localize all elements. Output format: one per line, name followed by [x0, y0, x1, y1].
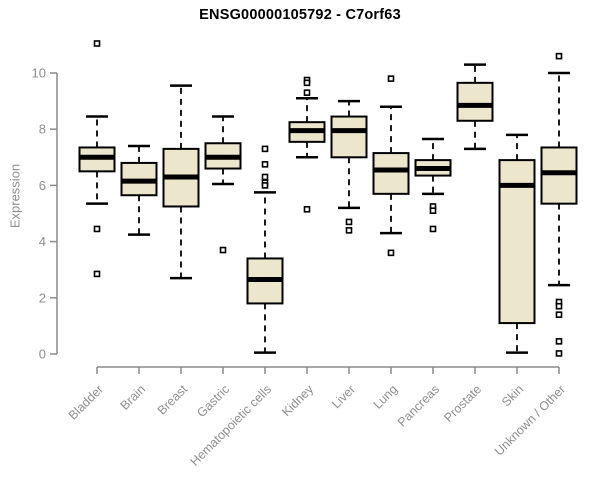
boxplot-breast: [162, 84, 200, 280]
boxplot-bladder: [78, 40, 116, 278]
x-tick-label-brain: Brain: [118, 382, 149, 413]
x-tick-label-skin: Skin: [499, 382, 526, 409]
outlier-point: [93, 225, 101, 233]
chart-title: ENSG00000105792 - C7orf63: [199, 7, 401, 23]
outlier-point: [345, 218, 353, 226]
boxplot-pancreas: [414, 137, 452, 233]
outlier-point: [261, 173, 269, 181]
outlier-point: [261, 182, 269, 189]
x-tick-label-prostate: Prostate: [441, 382, 484, 425]
x-tick-label-liver: Liver: [329, 382, 358, 411]
boxplot-unknown-other: [540, 52, 578, 357]
boxplot-lung: [372, 75, 410, 257]
outlier-point: [261, 145, 269, 153]
iqr-box: [540, 146, 578, 205]
y-tick-label: 0: [39, 347, 46, 362]
boxplot-hematopoietic-cells: [246, 145, 284, 354]
iqr-box: [456, 81, 494, 122]
outlier-point: [555, 311, 563, 318]
x-tick-label-gastric: Gastric: [194, 382, 232, 420]
y-tick-label: 8: [39, 122, 46, 137]
boxplot-prostate: [456, 63, 494, 151]
outlier-point: [219, 246, 227, 254]
x-tick-label-pancreas: Pancreas: [395, 382, 442, 429]
boxplot-skin: [498, 133, 536, 354]
outlier-point: [555, 52, 563, 60]
iqr-box: [372, 152, 410, 195]
x-tick-label-unknown-other: Unknown / Other: [492, 382, 568, 458]
outlier-point: [387, 75, 395, 82]
x-tick-label-breast: Breast: [155, 382, 191, 418]
x-tick-label-lung: Lung: [371, 382, 401, 412]
y-tick-label: 4: [39, 234, 46, 249]
boxplot-kidney: [288, 76, 326, 213]
outlier-point: [429, 225, 437, 233]
outlier-point: [555, 350, 563, 357]
outlier-point: [303, 205, 311, 213]
boxplot-gastric: [204, 115, 242, 254]
x-tick-label-kidney: Kidney: [279, 382, 316, 419]
y-tick-label: 6: [39, 178, 46, 193]
x-tick-label-hematopoietic-cells: Hematopoietic cells: [188, 382, 275, 469]
outlier-point: [387, 249, 395, 257]
outlier-point: [93, 40, 101, 47]
outlier-point: [303, 89, 311, 96]
outlier-point: [261, 161, 269, 168]
boxplot-brain: [120, 144, 158, 236]
boxplot-liver: [330, 99, 368, 234]
outlier-point: [93, 270, 101, 278]
outlier-point: [429, 207, 437, 214]
outlier-point: [555, 338, 563, 345]
outlier-point: [555, 302, 563, 310]
outlier-point: [303, 79, 311, 87]
y-axis: 0 2 4 6 8 10: [32, 66, 58, 362]
iqr-box: [330, 115, 368, 159]
y-tick-label: 2: [39, 290, 46, 305]
x-tick-label-bladder: Bladder: [66, 382, 106, 422]
outlier-point: [345, 227, 353, 234]
y-tick-label: 10: [32, 66, 46, 81]
